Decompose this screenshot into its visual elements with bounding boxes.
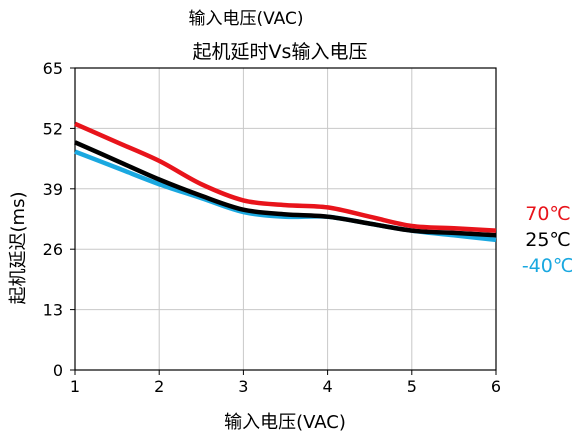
top-label: 输入电压(VAC) xyxy=(188,9,303,29)
x-tick-label: 1 xyxy=(70,377,80,396)
x-tick-label: 4 xyxy=(323,377,333,396)
x-axis-label: 输入电压(VAC) xyxy=(224,412,346,433)
chart-title: 起机延时Vs输入电压 xyxy=(193,41,368,63)
x-tick-label: 6 xyxy=(491,377,501,396)
y-tick-label: 39 xyxy=(43,180,63,199)
x-tick-label: 5 xyxy=(407,377,417,396)
y-tick-label: 0 xyxy=(53,361,63,380)
series-lines xyxy=(74,121,497,243)
x-tick-label: 3 xyxy=(238,377,248,396)
plot-area xyxy=(74,67,497,371)
legend-entry: -40℃ xyxy=(522,255,572,277)
legend: 70℃ 25℃ -40℃ xyxy=(522,203,572,277)
y-tick-label: 13 xyxy=(43,301,63,320)
y-axis-label: 起机延迟(ms) xyxy=(8,192,29,305)
series-line xyxy=(74,140,497,238)
legend-entry: 70℃ xyxy=(525,203,571,225)
y-tick-label: 26 xyxy=(43,240,63,259)
x-axis-ticks: 1 2 3 4 5 6 xyxy=(70,370,501,396)
y-tick-label: 52 xyxy=(43,119,63,138)
y-tick-label: 65 xyxy=(43,59,63,78)
grid xyxy=(75,68,496,370)
x-tick-label: 2 xyxy=(154,377,164,396)
series-line xyxy=(74,121,497,233)
y-axis-ticks: 0 13 26 39 52 65 xyxy=(43,59,75,380)
legend-entry: 25℃ xyxy=(525,229,571,251)
